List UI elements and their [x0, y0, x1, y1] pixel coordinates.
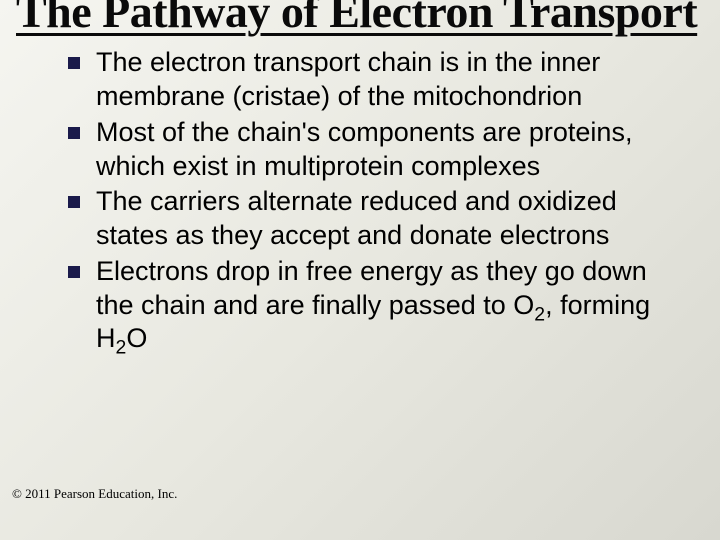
bullet-text: Electrons drop in free energy as they go…: [96, 255, 660, 356]
bullet-icon: [68, 266, 80, 278]
list-item: Most of the chain's components are prote…: [68, 116, 660, 184]
bullet-text: The carriers alternate reduced and oxidi…: [96, 185, 660, 253]
bullet-icon: [68, 196, 80, 208]
bullet-list: The electron transport chain is in the i…: [20, 46, 700, 356]
list-item: The electron transport chain is in the i…: [68, 46, 660, 114]
bullet-icon: [68, 57, 80, 69]
list-item: Electrons drop in free energy as they go…: [68, 255, 660, 356]
list-item: The carriers alternate reduced and oxidi…: [68, 185, 660, 253]
bullet-text: Most of the chain's components are prote…: [96, 116, 660, 184]
bullet-icon: [68, 127, 80, 139]
slide-title: The Pathway of Electron Transport: [16, 0, 700, 36]
slide-container: The Pathway of Electron Transport The el…: [0, 0, 720, 528]
copyright-text: © 2011 Pearson Education, Inc.: [12, 486, 177, 502]
bullet-text: The electron transport chain is in the i…: [96, 46, 660, 114]
